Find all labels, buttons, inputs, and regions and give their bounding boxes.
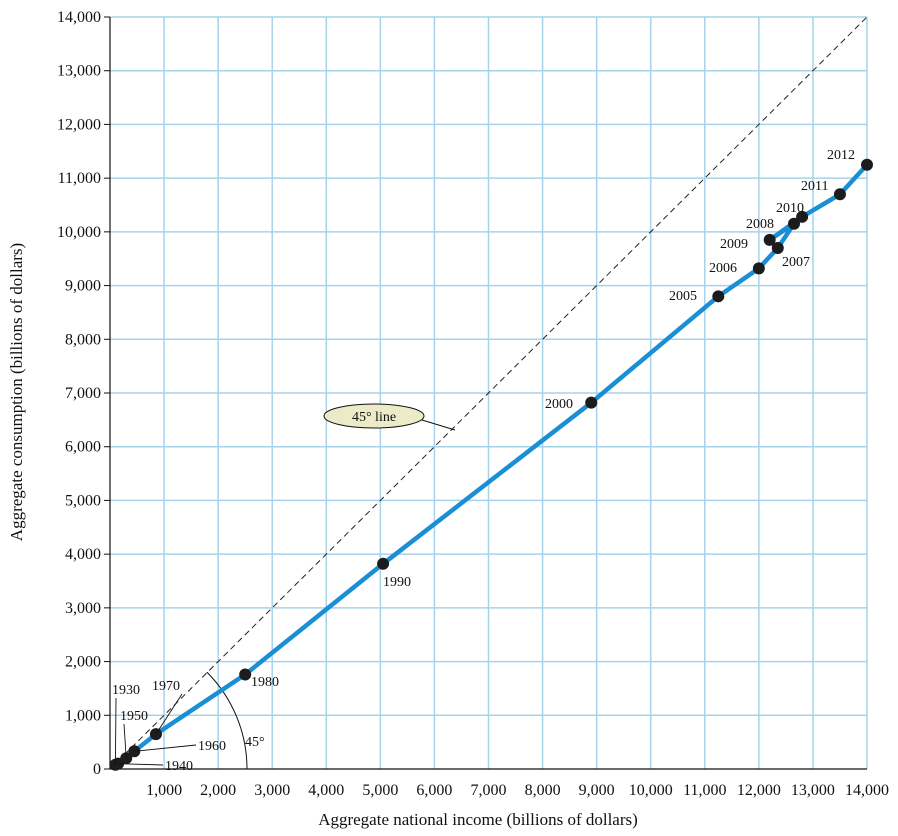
x-tick-label: 10,000 [629, 782, 673, 799]
point-label-leader [134, 744, 197, 752]
data-point [796, 210, 809, 223]
y-tick-label: 6,000 [65, 439, 101, 456]
y-tick-label: 3,000 [65, 600, 101, 617]
y-tick-label: 4,000 [65, 546, 101, 563]
point-label: 2010 [776, 201, 804, 216]
point-label: 1980 [251, 675, 279, 690]
point-label: 2007 [782, 255, 810, 270]
y-tick-label: 5,000 [65, 492, 101, 509]
y-axis-title: Aggregate consumption (billions of dolla… [7, 243, 26, 541]
point-label: 2006 [709, 261, 737, 276]
point-label: 1940 [165, 759, 193, 774]
data-point [239, 668, 252, 681]
reference-callout-label: 45° line [352, 410, 396, 425]
point-label-leader [118, 763, 164, 766]
x-tick-label: 13,000 [791, 782, 835, 799]
x-tick-label: 8,000 [525, 782, 561, 799]
point-label: 2005 [669, 289, 697, 304]
point-label: 1930 [112, 683, 140, 698]
point-label: 1990 [383, 575, 411, 590]
y-tick-label: 0 [93, 761, 101, 778]
x-tick-label: 2,000 [200, 782, 236, 799]
y-tick-label: 11,000 [58, 170, 101, 187]
data-point [788, 217, 801, 230]
y-tick-label: 7,000 [65, 385, 101, 402]
grid [110, 16, 868, 769]
point-label: 2011 [801, 179, 828, 194]
point-label: 2008 [746, 217, 774, 232]
x-tick-label: 11,000 [683, 782, 726, 799]
y-tick-label: 14,000 [57, 9, 101, 26]
x-tick-label: 12,000 [737, 782, 781, 799]
point-label-leader [155, 693, 183, 735]
angle-arc [206, 671, 248, 770]
data-point [833, 188, 846, 201]
y-tick-label: 1,000 [65, 707, 101, 724]
point-labels: 1930 1940 1950 1960 1970 1980 1990 2000 2005 2006… [112, 148, 855, 774]
x-tick-label: 1,000 [146, 782, 182, 799]
x-tick-label: 4,000 [308, 782, 344, 799]
point-label: 1950 [120, 709, 148, 724]
point-label: 2009 [720, 237, 748, 252]
series-layer [109, 158, 873, 771]
angle-label: 45° [245, 735, 265, 750]
x-tick-label: 6,000 [416, 782, 452, 799]
data-point [771, 241, 784, 254]
x-tick-label: 9,000 [579, 782, 615, 799]
x-axis-title: Aggregate national income (billions of d… [318, 810, 638, 829]
data-point [763, 233, 776, 246]
point-label-leader [114, 697, 117, 765]
y-tick-label: 2,000 [65, 654, 101, 671]
y-tick-label: 10,000 [57, 224, 101, 241]
y-tick-label: 12,000 [57, 116, 101, 133]
data-point [752, 262, 765, 275]
data-point [861, 158, 873, 171]
x-tick-label: 14,000 [845, 782, 889, 799]
data-point [377, 557, 390, 570]
point-label: 1960 [198, 739, 226, 754]
reference-callout-leader [421, 419, 456, 431]
y-tick-label: 9,000 [65, 278, 101, 295]
x-tick-label: 7,000 [471, 782, 507, 799]
y-tick-label: 8,000 [65, 331, 101, 348]
reference-45-line-path [109, 16, 868, 770]
series-line [113, 162, 870, 767]
y-tick-label: 13,000 [57, 63, 101, 80]
point-label: 2012 [827, 148, 855, 163]
data-point [585, 396, 598, 409]
point-label: 2000 [545, 397, 573, 412]
point-label: 1970 [152, 679, 180, 694]
x-tick-label: 3,000 [254, 782, 290, 799]
point-label-leader [123, 723, 127, 759]
axes [104, 16, 867, 770]
tick-labels: 1,000 2,000 3,000 4,000 5,000 6,000 7,000 8,000… [57, 9, 889, 799]
x-tick-label: 5,000 [362, 782, 398, 799]
reference-callout-bubble [323, 403, 425, 429]
reference-45-line: 45° line 45° [109, 16, 868, 770]
data-point [712, 290, 725, 303]
data-point [120, 752, 133, 765]
